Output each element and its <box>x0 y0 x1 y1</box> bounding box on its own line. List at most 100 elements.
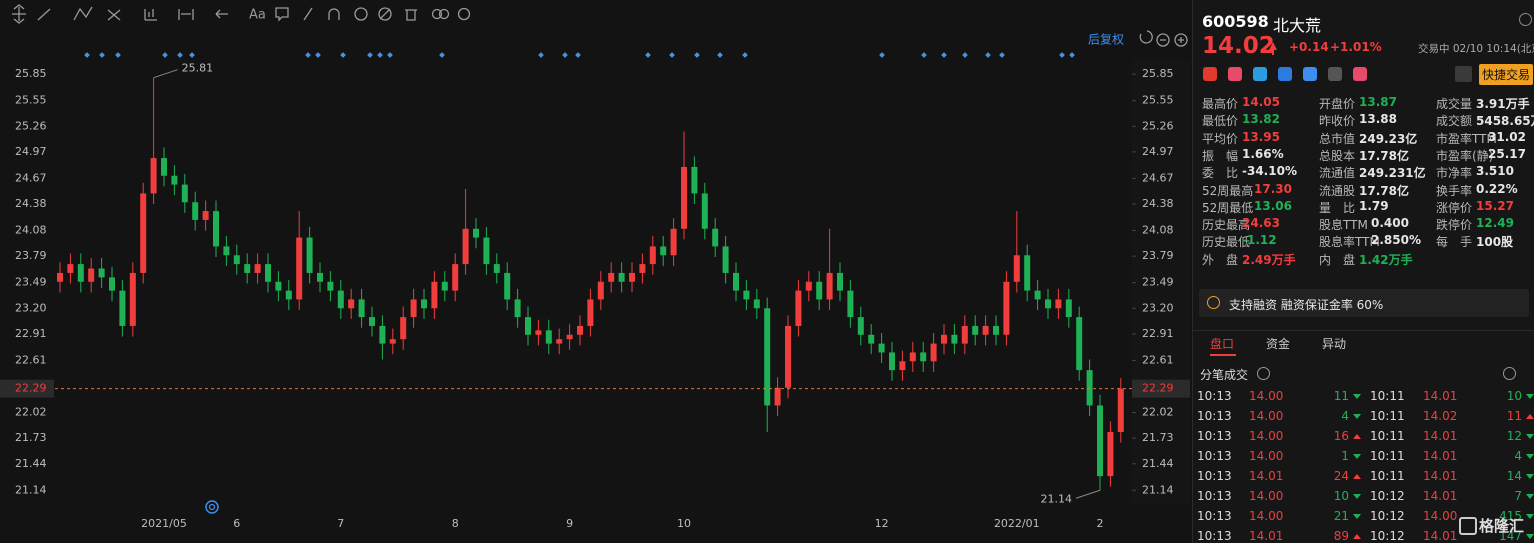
y-tick-label-left: 21.14 <box>15 483 47 496</box>
candle-body <box>119 290 126 326</box>
candle-body <box>785 325 791 388</box>
stat-label: 昨收价 <box>1319 114 1356 129</box>
candle-body <box>1117 388 1124 432</box>
badge[interactable] <box>1328 67 1342 81</box>
stat-value: 5458.65万 <box>1476 114 1534 129</box>
pen-icon[interactable] <box>303 7 313 21</box>
x-tick-label: 2 <box>1097 517 1104 530</box>
trade-arrow <box>1526 394 1534 399</box>
hide-icon[interactable] <box>378 7 392 21</box>
y-tick-label-right: 21.14 <box>1142 483 1174 496</box>
zoom-in[interactable] <box>1174 33 1188 47</box>
event-marker <box>742 52 748 58</box>
event-marker <box>645 52 651 58</box>
candle-body <box>743 290 750 300</box>
trade-price: 14.01 <box>1249 529 1284 543</box>
eye-icon[interactable] <box>354 7 368 21</box>
trash-icon[interactable] <box>405 9 417 21</box>
candle-body <box>681 166 687 229</box>
magnet-icon[interactable] <box>328 8 340 20</box>
stat-label: 市盈率TTM <box>1436 131 1497 146</box>
candle-body <box>150 158 157 194</box>
candle-body <box>88 268 95 282</box>
tab[interactable]: 盘口 <box>1210 337 1235 351</box>
event-marker <box>717 52 723 58</box>
y-tick-label-left: 25.55 <box>15 94 47 107</box>
candle-body <box>535 330 542 335</box>
comment-icon[interactable] <box>275 7 289 22</box>
candle-body <box>483 237 490 265</box>
stat-value: 17.30 <box>1254 181 1292 196</box>
tab[interactable]: 资金 <box>1266 337 1291 351</box>
stat-label: 总股本 <box>1319 148 1356 163</box>
zoom-out[interactable] <box>1156 33 1170 47</box>
candle-body <box>244 264 251 273</box>
y-tick-label-right: 24.97 <box>1142 145 1174 158</box>
candle-body <box>265 264 271 282</box>
trade-arrow <box>1353 534 1361 539</box>
reset-icon[interactable] <box>1139 30 1153 44</box>
x-tick-label: 2022/01 <box>994 517 1040 530</box>
trade-time: 10:13 <box>1197 509 1232 523</box>
badge[interactable] <box>1353 67 1367 81</box>
range-icon[interactable] <box>178 9 194 20</box>
measure-icon[interactable] <box>144 9 157 21</box>
trade-volume: 12 <box>1506 429 1522 443</box>
candle-body <box>795 290 802 326</box>
trade-price: 14.01 <box>1423 489 1458 503</box>
candle-body <box>670 228 677 256</box>
cross-icon[interactable] <box>107 9 121 21</box>
adjust-mode[interactable]: 后复权 <box>1088 33 1124 47</box>
tab[interactable]: 异动 <box>1322 337 1347 351</box>
stat-value: 3.510 <box>1476 164 1514 179</box>
margin-note: 支持融资 融资保证金率 60% <box>1229 298 1384 312</box>
link-icon-a[interactable] <box>431 8 443 20</box>
candle-body <box>140 193 147 273</box>
font-tool[interactable]: Aa <box>249 8 266 23</box>
candle-body <box>1045 299 1051 309</box>
trade-time: 10:11 <box>1370 409 1405 423</box>
stat-label: 换手率 <box>1436 183 1473 198</box>
candle-body <box>961 325 968 344</box>
badge[interactable] <box>1278 67 1292 81</box>
arrow-icon[interactable] <box>215 9 228 19</box>
candle-body <box>774 387 781 406</box>
settings-btn[interactable] <box>1519 13 1532 26</box>
last-price: 14.02 <box>1202 33 1275 59</box>
badge[interactable] <box>1303 67 1317 81</box>
line-icon[interactable] <box>37 8 51 21</box>
stat-value: 1.42万手 <box>1359 252 1413 267</box>
trade-time: 10:13 <box>1197 409 1232 423</box>
stat-value: 3.91万手 <box>1476 97 1530 111</box>
event-icon[interactable] <box>205 500 219 514</box>
candle-body <box>109 277 115 291</box>
settings-icon[interactable] <box>457 7 471 21</box>
candle-body <box>805 281 812 291</box>
last-price-right: 22.29 <box>1142 382 1174 395</box>
y-tick-label-right: 24.67 <box>1142 171 1174 184</box>
y-tick-label-left: 23.79 <box>15 249 47 262</box>
status: 交易中 02/10 10:14(北京 <box>1418 43 1534 55</box>
path-icon[interactable] <box>73 6 93 21</box>
max-pointer <box>153 69 178 79</box>
trade-volume: 4 <box>1341 409 1349 423</box>
candle-body <box>213 211 219 247</box>
badge[interactable] <box>1203 67 1217 81</box>
candle-body <box>847 290 854 318</box>
y-tick-label-left: 23.20 <box>15 301 47 314</box>
move-icon[interactable] <box>12 4 26 24</box>
trade-time: 10:12 <box>1370 529 1405 543</box>
bell-btn[interactable] <box>1455 66 1472 82</box>
stat-value: 0.400 <box>1371 216 1409 231</box>
stat-value: 0.22% <box>1476 181 1518 196</box>
trade-price: 14.01 <box>1423 429 1458 443</box>
event-marker <box>575 52 581 58</box>
badge[interactable] <box>1228 67 1242 81</box>
badge[interactable] <box>1253 67 1267 81</box>
trade-volume: 7 <box>1514 489 1522 503</box>
stat-value: 1.66% <box>1242 146 1284 161</box>
trade-volume: 10 <box>1333 489 1349 503</box>
more-icon[interactable] <box>1503 367 1516 380</box>
stat-value: -34.10% <box>1242 164 1297 179</box>
trade-button[interactable]: 快捷交易 <box>1479 64 1534 85</box>
